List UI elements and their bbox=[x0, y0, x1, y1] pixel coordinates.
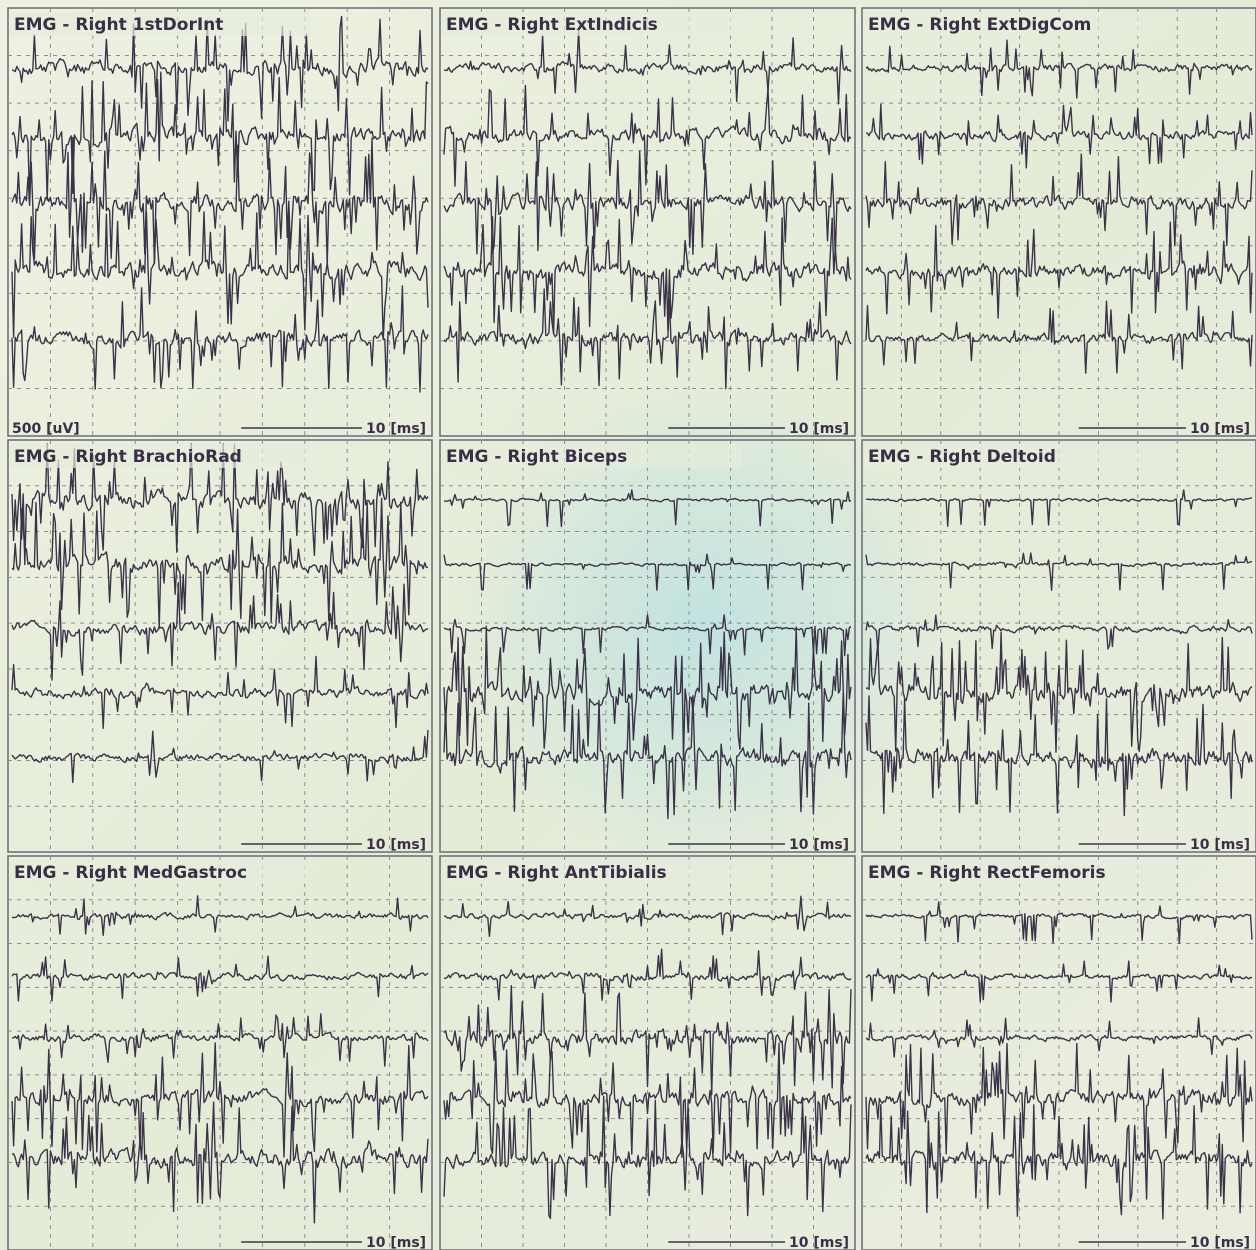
emg-trace bbox=[865, 221, 1253, 319]
emg-trace bbox=[443, 1042, 852, 1158]
emg-panel: EMG - Right 1stDorInt 10 [ms] 500 [uV] bbox=[7, 7, 433, 437]
emg-trace bbox=[11, 1101, 429, 1224]
emg-panel: EMG - Right ExtDigCom 10 [ms] bbox=[861, 7, 1256, 437]
title-backdrop bbox=[10, 12, 310, 36]
time-scale-label: 10 [ms] bbox=[366, 837, 426, 853]
emg-trace bbox=[11, 71, 429, 204]
emg-trace bbox=[865, 489, 1252, 527]
emg-trace bbox=[443, 150, 852, 258]
time-scale-label: 10 [ms] bbox=[789, 421, 849, 437]
title-backdrop bbox=[442, 860, 742, 884]
emg-trace bbox=[11, 1042, 429, 1158]
emg-trace bbox=[865, 103, 1253, 169]
time-scale-label: 10 [ms] bbox=[789, 837, 849, 853]
emg-trace bbox=[865, 614, 1253, 652]
emg-trace bbox=[443, 1095, 852, 1220]
emg-trace bbox=[865, 552, 1253, 591]
emg-trace bbox=[443, 692, 852, 820]
time-scale-label: 10 [ms] bbox=[366, 421, 426, 437]
emg-trace bbox=[443, 553, 852, 591]
title-backdrop bbox=[864, 12, 1164, 36]
emg-trace bbox=[11, 895, 429, 936]
emg-trace bbox=[443, 948, 852, 1001]
emg-trace bbox=[443, 216, 852, 335]
title-backdrop bbox=[442, 12, 742, 36]
emg-trace bbox=[11, 136, 429, 265]
emg-trace bbox=[865, 960, 1253, 1003]
emg-trace bbox=[11, 581, 429, 681]
emg-trace bbox=[443, 288, 852, 390]
emg-trace bbox=[865, 695, 1253, 817]
emg-trace bbox=[443, 895, 852, 937]
emg-trace bbox=[11, 655, 429, 730]
panel-title: EMG - Right RectFemoris bbox=[868, 863, 1106, 883]
title-backdrop bbox=[864, 444, 1164, 468]
emg-trace bbox=[865, 1017, 1253, 1058]
emg-trace bbox=[11, 211, 429, 341]
emg-trace bbox=[12, 1013, 429, 1067]
emg-panel: EMG - Right MedGastroc 10 [ms] bbox=[7, 855, 433, 1250]
panel-title: EMG - Right MedGastroc bbox=[14, 863, 247, 883]
emg-trace bbox=[865, 631, 1253, 753]
emg-trace bbox=[865, 300, 1253, 374]
emg-trace bbox=[865, 39, 1253, 99]
title-backdrop bbox=[10, 444, 310, 468]
emg-trace bbox=[443, 625, 852, 761]
emg-trace bbox=[11, 285, 429, 393]
emg-trace bbox=[443, 489, 852, 528]
time-scale-label: 10 [ms] bbox=[366, 1235, 426, 1250]
emg-trace bbox=[11, 497, 429, 630]
time-scale-label: 10 [ms] bbox=[1190, 421, 1250, 437]
emg-trace bbox=[443, 84, 852, 187]
emg-trace bbox=[443, 614, 852, 657]
time-scale-label: 10 [ms] bbox=[789, 1235, 849, 1250]
panel-title: EMG - Right Biceps bbox=[446, 447, 627, 467]
emg-panel: EMG - Right ExtIndicis 10 [ms] bbox=[439, 7, 856, 437]
title-backdrop bbox=[442, 444, 742, 468]
time-scale-label: 10 [ms] bbox=[1190, 1235, 1250, 1250]
time-scale-label: 10 [ms] bbox=[1190, 837, 1250, 853]
emg-trace bbox=[11, 443, 429, 566]
amplitude-scale-label: 500 [uV] bbox=[12, 421, 80, 437]
title-backdrop bbox=[10, 860, 310, 884]
emg-trace bbox=[865, 1104, 1253, 1220]
panel-title: EMG - Right AntTibialis bbox=[446, 863, 667, 883]
emg-trace bbox=[11, 15, 429, 122]
emg-panel: EMG - Right BrachioRad 10 [ms] bbox=[7, 439, 433, 853]
title-backdrop bbox=[864, 860, 1164, 884]
panel-title: EMG - Right ExtDigCom bbox=[868, 15, 1091, 35]
emg-panel: EMG - Right RectFemoris 10 [ms] bbox=[861, 855, 1256, 1250]
panel-title: EMG - Right BrachioRad bbox=[14, 447, 242, 467]
emg-trace bbox=[11, 955, 429, 1002]
panel-title: EMG - Right 1stDorInt bbox=[14, 15, 223, 35]
emg-panel: EMG - Right Biceps 10 [ms] bbox=[439, 439, 856, 853]
emg-panel: EMG - Right Deltoid 10 [ms] bbox=[861, 439, 1256, 853]
emg-trace bbox=[443, 985, 852, 1096]
emg-trace bbox=[865, 901, 1253, 944]
emg-panel: EMG - Right AntTibialis 10 [ms] bbox=[439, 855, 856, 1250]
emg-trace bbox=[865, 153, 1253, 247]
panel-title: EMG - Right Deltoid bbox=[868, 447, 1056, 467]
emg-trace bbox=[443, 29, 852, 105]
emg-trace bbox=[865, 1042, 1253, 1157]
emg-trace bbox=[11, 729, 429, 784]
panel-title: EMG - Right ExtIndicis bbox=[446, 15, 658, 35]
